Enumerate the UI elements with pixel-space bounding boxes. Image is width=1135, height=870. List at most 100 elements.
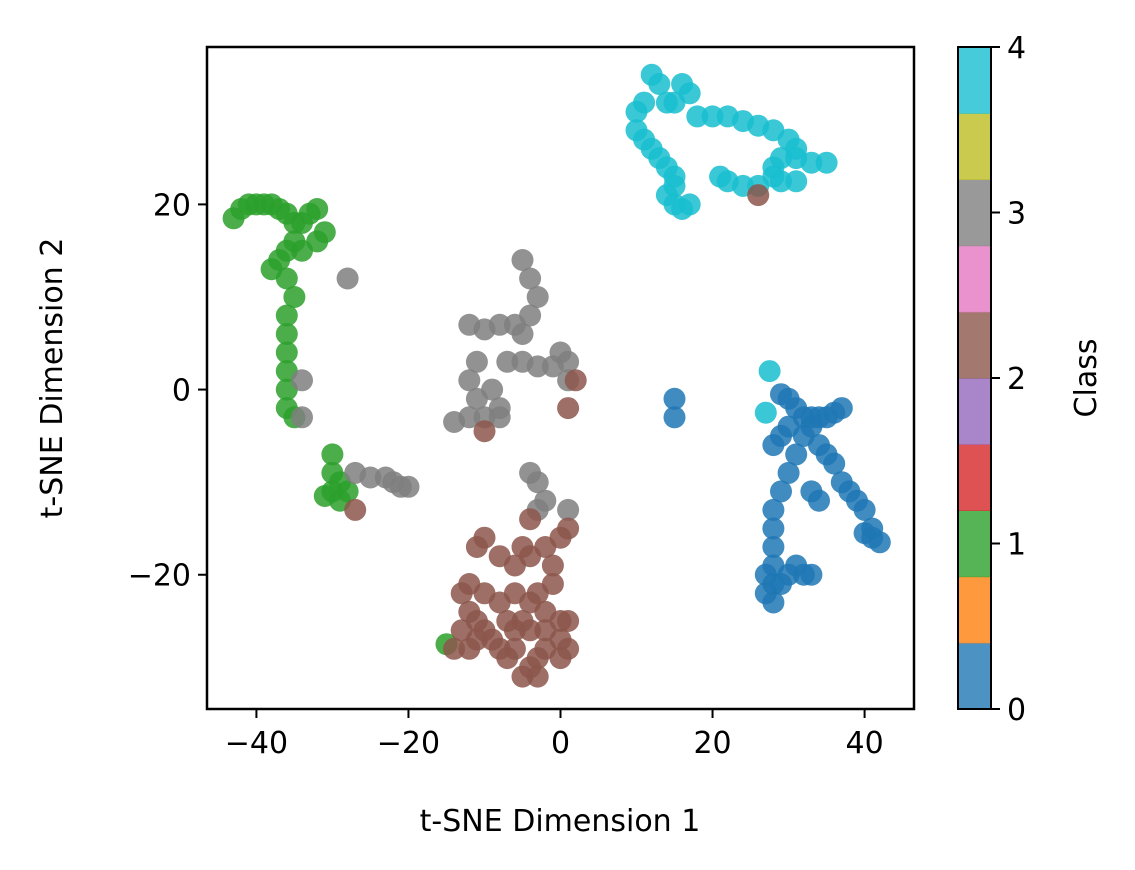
data-point-class-2 xyxy=(526,665,549,688)
colorbar-tick-label: 1 xyxy=(1007,528,1026,563)
colorbar-tick-label: 2 xyxy=(1007,362,1026,397)
data-point-class-3 xyxy=(336,267,359,290)
data-point-class-1 xyxy=(306,198,329,220)
data-point-class-3 xyxy=(557,350,580,373)
data-point-class-2 xyxy=(450,582,473,605)
data-point-class-2 xyxy=(344,498,367,521)
data-point-class-3 xyxy=(397,475,420,498)
data-point-class-2 xyxy=(473,420,496,443)
data-point-class-3 xyxy=(458,369,481,392)
y-axis-label: t-SNE Dimension 2 xyxy=(35,238,70,519)
colorbar xyxy=(958,47,991,710)
data-point-class-0 xyxy=(823,452,846,475)
data-point-class-4 xyxy=(754,401,777,424)
y-axis-ticks: −20 0 20 xyxy=(128,188,207,594)
data-point-class-1 xyxy=(275,323,298,345)
data-point-class-3 xyxy=(511,249,534,271)
data-point-class-0 xyxy=(853,498,876,521)
data-point-class-2 xyxy=(458,637,481,660)
colorbar-segment xyxy=(958,642,991,710)
data-point-class-2 xyxy=(488,637,511,660)
colorbar-label: Class xyxy=(1069,339,1104,418)
colorbar-segment xyxy=(958,47,991,114)
data-point-class-0 xyxy=(762,498,785,521)
x-tick-label: 0 xyxy=(551,726,570,761)
data-point-class-2 xyxy=(465,536,488,558)
data-point-class-3 xyxy=(488,406,511,429)
data-point-class-0 xyxy=(762,536,785,558)
data-point-class-3 xyxy=(526,355,549,378)
x-tick-label: −20 xyxy=(377,726,440,761)
data-point-class-0 xyxy=(762,434,785,457)
data-point-class-4 xyxy=(770,170,792,193)
data-point-class-0 xyxy=(853,522,876,545)
colorbar-ticks: 0 1 2 3 4 xyxy=(991,31,1026,728)
colorbar-segment xyxy=(958,510,991,578)
data-point-class-3 xyxy=(458,313,481,336)
y-tick-label: 20 xyxy=(153,188,191,223)
data-point-class-4 xyxy=(785,170,808,193)
data-point-class-4 xyxy=(686,105,709,128)
x-axis-ticks: −40 −20 0 20 40 xyxy=(225,709,884,761)
data-point-class-0 xyxy=(663,406,686,429)
data-point-class-3 xyxy=(291,406,313,429)
data-point-class-3 xyxy=(496,350,519,373)
data-point-class-2 xyxy=(557,610,580,632)
data-point-class-0 xyxy=(777,461,800,484)
data-point-class-0 xyxy=(830,397,853,420)
colorbar-segment xyxy=(958,245,991,313)
data-point-class-0 xyxy=(762,517,785,540)
data-point-class-0 xyxy=(754,563,777,586)
data-point-class-2 xyxy=(541,554,564,577)
data-point-class-0 xyxy=(663,387,686,410)
data-point-class-3 xyxy=(481,378,504,401)
colorbar-tick-label: 4 xyxy=(1007,31,1026,66)
x-tick-label: 40 xyxy=(845,726,883,761)
data-point-class-2 xyxy=(747,184,770,207)
data-point-class-0 xyxy=(785,443,808,466)
colorbar-segment xyxy=(958,113,991,180)
data-point-class-3 xyxy=(443,411,466,433)
data-point-class-0 xyxy=(800,563,823,586)
data-point-class-3 xyxy=(519,267,542,290)
data-point-class-4 xyxy=(648,73,671,95)
data-point-class-4 xyxy=(800,151,823,174)
data-point-class-2 xyxy=(564,369,587,392)
colorbar-tick-label: 3 xyxy=(1007,197,1026,232)
points-layer xyxy=(222,63,891,688)
data-point-class-4 xyxy=(625,100,648,123)
y-tick-label: −20 xyxy=(128,559,191,594)
data-point-class-3 xyxy=(511,323,534,345)
data-point-class-4 xyxy=(709,165,732,188)
data-point-class-0 xyxy=(770,480,792,503)
data-point-class-3 xyxy=(526,286,549,308)
x-tick-label: −40 xyxy=(225,726,288,761)
data-point-class-3 xyxy=(557,498,580,521)
data-point-class-2 xyxy=(511,665,534,688)
data-point-class-2 xyxy=(443,637,466,660)
data-point-class-0 xyxy=(808,489,830,512)
data-point-class-1 xyxy=(275,304,298,327)
data-point-class-1 xyxy=(275,267,298,290)
colorbar-segment xyxy=(958,311,991,379)
data-point-class-3 xyxy=(526,471,549,494)
data-point-class-3 xyxy=(359,466,382,489)
data-point-class-1 xyxy=(283,286,306,308)
colorbar-segment xyxy=(958,444,991,511)
data-point-class-0 xyxy=(762,591,785,614)
colorbar-segment xyxy=(958,179,991,247)
data-point-class-2 xyxy=(519,619,542,642)
data-point-class-4 xyxy=(758,360,781,383)
data-point-class-4 xyxy=(678,82,701,105)
data-point-class-1 xyxy=(321,443,344,466)
data-point-class-3 xyxy=(291,369,313,392)
data-point-class-4 xyxy=(701,105,724,128)
data-point-class-4 xyxy=(815,151,838,174)
y-tick-label: 0 xyxy=(172,374,191,409)
colorbar-tick-label: 0 xyxy=(1007,693,1026,728)
data-point-class-4 xyxy=(678,193,701,216)
x-axis-label: t-SNE Dimension 1 xyxy=(420,804,701,839)
data-point-class-3 xyxy=(465,350,488,373)
data-point-class-1 xyxy=(275,341,298,364)
